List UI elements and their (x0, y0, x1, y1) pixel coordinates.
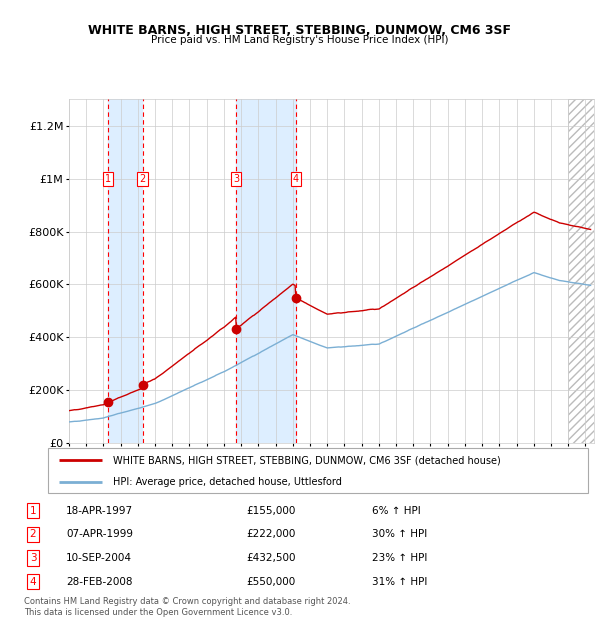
Text: £155,000: £155,000 (246, 506, 295, 516)
Text: WHITE BARNS, HIGH STREET, STEBBING, DUNMOW, CM6 3SF (detached house): WHITE BARNS, HIGH STREET, STEBBING, DUNM… (113, 455, 500, 466)
Text: £432,500: £432,500 (246, 553, 296, 563)
Text: 2: 2 (139, 174, 146, 184)
Text: 2: 2 (29, 529, 37, 539)
Text: WHITE BARNS, HIGH STREET, STEBBING, DUNMOW, CM6 3SF: WHITE BARNS, HIGH STREET, STEBBING, DUNM… (89, 24, 511, 37)
FancyBboxPatch shape (48, 448, 588, 493)
Text: HPI: Average price, detached house, Uttlesford: HPI: Average price, detached house, Uttl… (113, 477, 341, 487)
Text: 3: 3 (233, 174, 239, 184)
Text: 4: 4 (29, 577, 37, 587)
Text: 1: 1 (106, 174, 112, 184)
Text: 31% ↑ HPI: 31% ↑ HPI (372, 577, 427, 587)
Text: Price paid vs. HM Land Registry's House Price Index (HPI): Price paid vs. HM Land Registry's House … (151, 35, 449, 45)
Text: 6% ↑ HPI: 6% ↑ HPI (372, 506, 421, 516)
Bar (236, 99, 296, 443)
Bar (109, 99, 142, 443)
Text: £222,000: £222,000 (246, 529, 295, 539)
Text: £550,000: £550,000 (246, 577, 295, 587)
Text: 10-SEP-2004: 10-SEP-2004 (66, 553, 132, 563)
Text: 30% ↑ HPI: 30% ↑ HPI (372, 529, 427, 539)
Text: 28-FEB-2008: 28-FEB-2008 (66, 577, 133, 587)
Text: 3: 3 (29, 553, 37, 563)
Text: Contains HM Land Registry data © Crown copyright and database right 2024.
This d: Contains HM Land Registry data © Crown c… (24, 598, 350, 617)
Text: 07-APR-1999: 07-APR-1999 (66, 529, 133, 539)
Text: 18-APR-1997: 18-APR-1997 (66, 506, 133, 516)
Text: 1: 1 (29, 506, 37, 516)
Text: 4: 4 (292, 174, 299, 184)
Bar (568, 99, 600, 443)
Text: 23% ↑ HPI: 23% ↑ HPI (372, 553, 427, 563)
